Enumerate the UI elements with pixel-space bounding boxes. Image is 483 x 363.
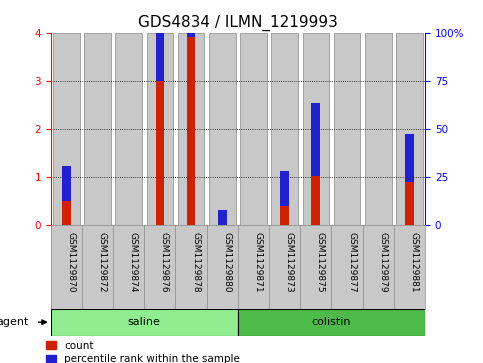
Text: colistin: colistin — [312, 317, 351, 327]
Bar — [240, 33, 267, 225]
Bar — [405, 134, 414, 182]
Text: GSM1129870: GSM1129870 — [66, 232, 75, 292]
Text: GSM1129875: GSM1129875 — [316, 232, 325, 292]
Bar — [303, 33, 329, 225]
Bar — [84, 33, 111, 225]
Bar — [62, 201, 71, 225]
Bar — [51, 309, 238, 336]
Title: GDS4834 / ILMN_1219993: GDS4834 / ILMN_1219993 — [138, 15, 338, 31]
Text: GSM1129876: GSM1129876 — [160, 232, 169, 292]
Bar — [218, 210, 227, 225]
Text: agent: agent — [0, 317, 28, 327]
Text: GSM1129880: GSM1129880 — [222, 232, 231, 292]
Bar — [238, 309, 425, 336]
Bar — [334, 33, 360, 225]
Bar — [365, 33, 392, 225]
Bar — [187, 37, 196, 225]
Bar — [53, 33, 80, 225]
Bar — [147, 33, 173, 225]
Bar — [405, 182, 414, 225]
Text: GSM1129878: GSM1129878 — [191, 232, 200, 292]
Bar — [280, 206, 289, 225]
Bar — [209, 33, 236, 225]
Text: GSM1129879: GSM1129879 — [378, 232, 387, 292]
Bar — [156, 33, 164, 81]
Bar — [178, 33, 204, 225]
Text: GSM1129877: GSM1129877 — [347, 232, 356, 292]
Bar — [62, 166, 71, 201]
Text: GSM1129881: GSM1129881 — [410, 232, 418, 292]
Bar — [280, 171, 289, 206]
Bar — [396, 33, 423, 225]
Legend: count, percentile rank within the sample: count, percentile rank within the sample — [46, 341, 240, 363]
Text: saline: saline — [128, 317, 161, 327]
Bar — [115, 33, 142, 225]
Bar — [271, 33, 298, 225]
Text: GSM1129874: GSM1129874 — [128, 232, 138, 292]
Text: GSM1129871: GSM1129871 — [254, 232, 262, 292]
Bar — [187, 0, 196, 37]
Bar — [312, 103, 320, 176]
Text: GSM1129873: GSM1129873 — [284, 232, 294, 292]
Bar — [156, 81, 164, 225]
Bar — [312, 176, 320, 225]
Text: GSM1129872: GSM1129872 — [98, 232, 107, 292]
